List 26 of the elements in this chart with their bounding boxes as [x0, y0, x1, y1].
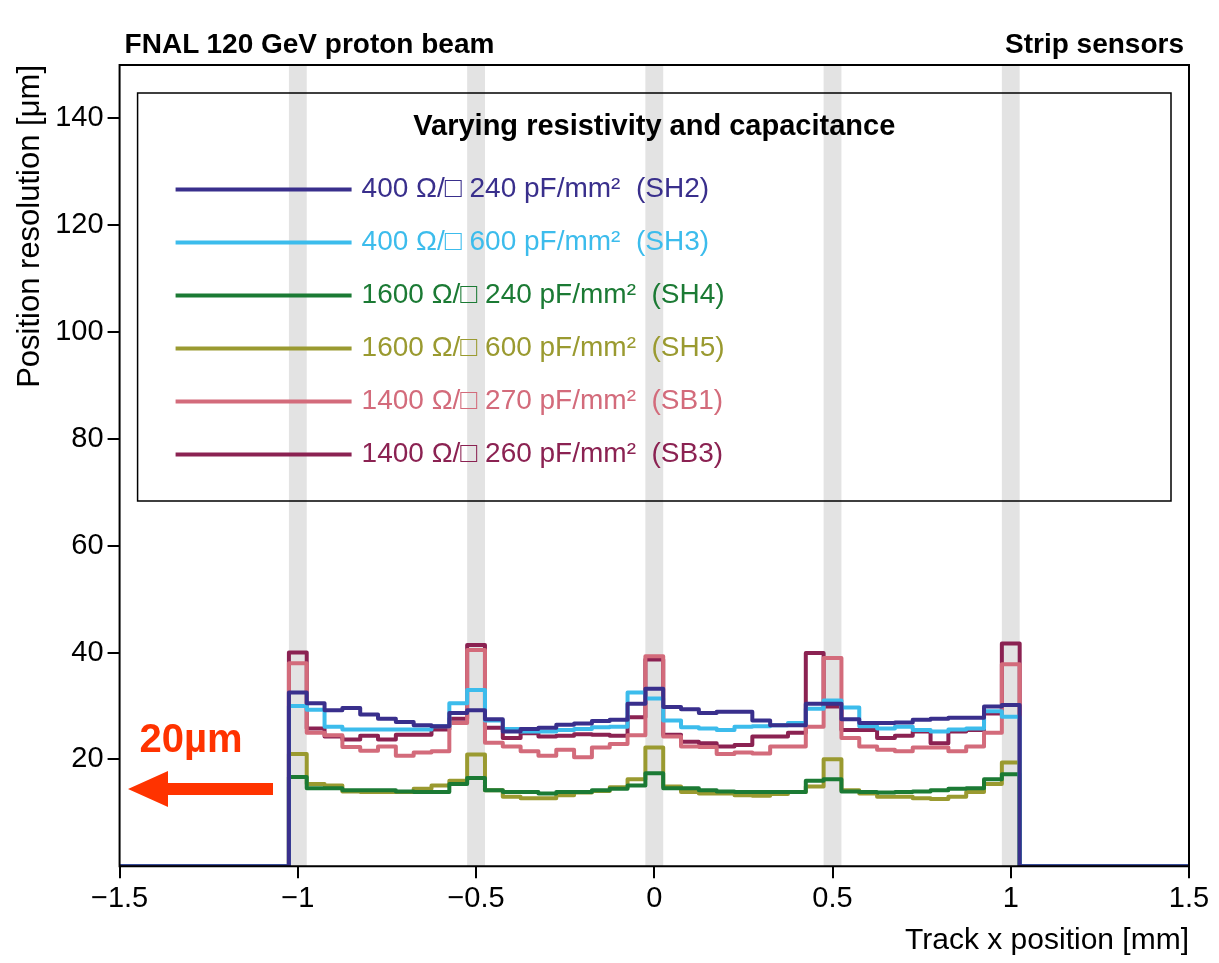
legend-title: Varying resistivity and capacitance [413, 109, 896, 141]
chart-title: FNAL 120 GeV proton beam [124, 27, 495, 59]
x-axis-title: Track x position [mm] [905, 922, 1189, 956]
y-tick-label: 140 [55, 100, 104, 133]
text: 1400 Ω/□ 270 pF/mm² (SB1) [361, 384, 724, 416]
y-tick-label: 100 [55, 314, 104, 347]
x-tick-label: 0.5 [812, 880, 853, 913]
text: 1600 Ω/□ 600 pF/mm² (SH5) [361, 331, 725, 363]
text: 400 Ω/□ 600 pF/mm² (SH3) [361, 225, 710, 257]
x-tick-label: 0 [646, 880, 663, 913]
y-axis-title: Position resolution [μm] [11, 65, 47, 388]
x-tick-label: −1 [281, 880, 315, 913]
y-tick-label: 120 [55, 207, 104, 240]
x-tick-label: 1.5 [1168, 880, 1210, 913]
x-tick-label: 1 [1002, 880, 1019, 913]
text: 400 Ω/□ 240 pF/mm² (SH2) [361, 172, 710, 204]
text: 1600 Ω/□ 240 pF/mm² (SH4) [361, 278, 725, 310]
annotation: 20µm [139, 716, 243, 762]
x-tick-label: −1.5 [90, 880, 149, 913]
y-tick-label: 80 [71, 420, 104, 453]
y-tick-label: 60 [71, 527, 104, 560]
chart-subtitle: Strip sensors [1005, 27, 1184, 59]
y-tick-label: 40 [71, 634, 104, 667]
text: 1400 Ω/□ 260 pF/mm² (SB3) [361, 437, 724, 469]
y-tick-label: 20 [71, 741, 104, 774]
x-tick-label: −0.5 [447, 880, 505, 913]
